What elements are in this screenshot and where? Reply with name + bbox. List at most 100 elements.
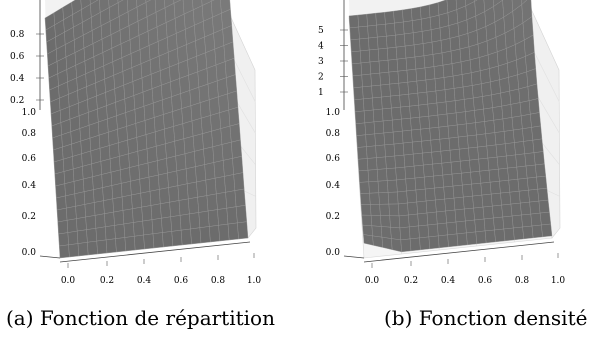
x-tick-label: 0.4 xyxy=(441,276,456,286)
y-axis-line xyxy=(39,255,61,259)
surface-facet xyxy=(521,113,532,130)
z-tick-label: 1 xyxy=(318,88,324,98)
surface-facet xyxy=(198,83,210,103)
surface-facet xyxy=(118,139,129,157)
surface-facet xyxy=(130,178,141,196)
surface-facet xyxy=(494,228,506,243)
surface-facet xyxy=(378,192,390,205)
surface-facet xyxy=(441,162,453,176)
x-tick-label: 0.2 xyxy=(100,276,114,286)
surface-facet xyxy=(350,38,361,53)
surface-facet xyxy=(391,238,402,253)
surface-facet xyxy=(413,164,425,179)
surface-facet xyxy=(217,77,228,98)
surface-facet xyxy=(385,155,396,169)
surface-facet xyxy=(481,193,493,208)
surface-facet xyxy=(357,146,368,160)
surface-facet xyxy=(399,226,411,241)
surface-facet xyxy=(148,174,160,192)
surface-facet xyxy=(353,86,364,101)
x-tick-label: 0.0 xyxy=(61,276,76,286)
surface-facet xyxy=(73,166,84,182)
z-tick-label: 2 xyxy=(318,73,324,83)
surface-facet xyxy=(56,195,67,211)
surface-facet xyxy=(58,232,69,247)
surface-facet xyxy=(463,195,474,210)
surface-facet xyxy=(360,204,372,216)
y-tick-label: 0.0 xyxy=(326,248,341,258)
surface-facet xyxy=(131,192,142,210)
z-tick-label: 0.4 xyxy=(10,74,25,84)
surface-facet xyxy=(482,94,493,110)
surface-facet xyxy=(492,204,503,219)
surface-facet xyxy=(365,133,376,147)
surface-facet xyxy=(433,174,444,189)
surface-facet xyxy=(498,167,509,182)
surface-facet xyxy=(478,157,490,172)
surface-facet xyxy=(524,152,536,167)
surface-facet xyxy=(424,175,435,190)
surface-facet xyxy=(55,183,66,199)
surface-facet xyxy=(522,225,534,240)
surface-facet xyxy=(121,181,132,198)
side-grid-line xyxy=(242,190,256,197)
surface-facet xyxy=(168,185,180,203)
surface-facet xyxy=(195,164,206,183)
surface-facet xyxy=(112,196,124,213)
surface-facet xyxy=(385,22,396,37)
surface-facet xyxy=(383,131,395,146)
surface-facet xyxy=(231,139,242,159)
surface-facet xyxy=(403,20,414,35)
surface-facet xyxy=(414,176,426,191)
surface-facet xyxy=(475,230,487,245)
surface-facet xyxy=(444,197,456,212)
surface-facet xyxy=(358,25,369,40)
surface-facet xyxy=(367,24,378,39)
surface-facet xyxy=(159,187,170,205)
surface-facet xyxy=(203,146,215,165)
surface-facet xyxy=(434,186,445,201)
surface-facet xyxy=(113,210,125,226)
surface-facet xyxy=(390,227,401,241)
surface-facet xyxy=(465,110,476,125)
surface-facet xyxy=(214,176,226,195)
surface-facet xyxy=(183,135,195,155)
surface-facet xyxy=(405,177,417,192)
surface-facet xyxy=(132,206,143,223)
surface-facet xyxy=(451,173,463,187)
surface-facet xyxy=(411,6,422,21)
surface-facet xyxy=(371,225,383,238)
surface-facet xyxy=(467,134,478,149)
surface-facet xyxy=(541,223,553,238)
surface-facet xyxy=(355,122,366,136)
surface-facet xyxy=(430,27,442,43)
surface-facet xyxy=(176,168,188,186)
surface-facet xyxy=(477,40,489,58)
surface-facet xyxy=(81,150,92,167)
surface-facet xyxy=(391,106,402,121)
surface-facet xyxy=(472,194,484,209)
surface-facet xyxy=(475,121,486,136)
surface-facet xyxy=(520,201,531,216)
surface-facet xyxy=(77,229,88,244)
surface-facet xyxy=(500,90,512,107)
surface-facet xyxy=(73,178,85,195)
surface-facet xyxy=(75,204,86,219)
surface-facet xyxy=(496,155,508,170)
surface-facet xyxy=(197,68,209,88)
surface-facet xyxy=(377,168,388,182)
surface-facet xyxy=(423,163,434,178)
surface-facet xyxy=(526,68,538,87)
surface-facet xyxy=(387,47,398,61)
surface-facet xyxy=(406,189,417,204)
surface-facet xyxy=(92,174,103,190)
surface-facet xyxy=(462,85,474,100)
surface-facet xyxy=(531,224,543,239)
surface-facet xyxy=(74,191,86,207)
surface-facet xyxy=(450,161,462,175)
surface-facet xyxy=(359,37,370,52)
surface-facet xyxy=(531,125,543,141)
surface-facet xyxy=(110,169,122,186)
surface-facet xyxy=(101,171,113,188)
surface-facet xyxy=(354,110,366,124)
